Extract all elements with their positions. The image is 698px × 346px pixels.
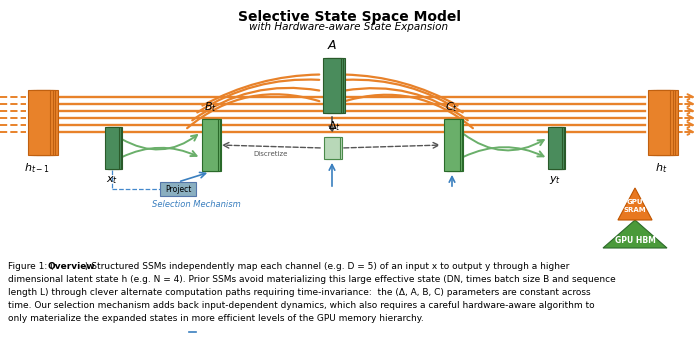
Text: with Hardware-aware State Expansion: with Hardware-aware State Expansion: [249, 22, 449, 32]
Bar: [202, 119, 218, 171]
Text: Project: Project: [165, 184, 191, 193]
Text: GPU HBM: GPU HBM: [614, 236, 655, 245]
Bar: [33, 90, 55, 155]
Text: Selective State Space Model: Selective State Space Model: [237, 10, 461, 24]
Bar: [323, 58, 341, 113]
Bar: [325, 137, 341, 159]
Bar: [551, 127, 565, 169]
Bar: [445, 119, 461, 171]
Text: $C_t$: $C_t$: [445, 100, 459, 114]
Bar: [36, 90, 57, 155]
Text: $h_{t-1}$: $h_{t-1}$: [24, 161, 50, 175]
Text: $x_t$: $x_t$: [106, 174, 118, 186]
Text: only materialize the expanded states in more efficient levels of the GPU memory : only materialize the expanded states in …: [8, 314, 424, 323]
Text: $y_t$: $y_t$: [549, 174, 561, 186]
Bar: [653, 90, 675, 155]
Text: Figure 1: (: Figure 1: (: [8, 262, 54, 271]
Bar: [325, 58, 343, 113]
Bar: [651, 90, 672, 155]
Polygon shape: [618, 188, 652, 220]
Text: time. Our selection mechanism adds back input-dependent dynamics, which also req: time. Our selection mechanism adds back …: [8, 301, 595, 310]
Bar: [160, 182, 196, 196]
Bar: [105, 127, 119, 169]
Bar: [548, 127, 562, 169]
Bar: [107, 127, 121, 169]
Text: $\Delta_t$: $\Delta_t$: [327, 119, 341, 133]
Bar: [324, 137, 340, 159]
Text: $h_t$: $h_t$: [655, 161, 667, 175]
Bar: [549, 127, 563, 169]
Text: Discretize: Discretize: [254, 151, 288, 157]
Text: Overview: Overview: [48, 262, 96, 271]
Text: .) Structured SSMs independently map each channel (e.g. D = 5) of an input x to : .) Structured SSMs independently map eac…: [82, 262, 570, 271]
Bar: [327, 58, 345, 113]
Text: $B_t$: $B_t$: [204, 100, 216, 114]
Bar: [28, 90, 50, 155]
Text: dimensional latent state h (e.g. N = 4). Prior SSMs avoid materializing this lar: dimensional latent state h (e.g. N = 4).…: [8, 275, 616, 284]
Bar: [444, 119, 460, 171]
Text: GPU
SRAM: GPU SRAM: [624, 200, 646, 212]
Text: $A$: $A$: [327, 39, 337, 52]
Text: Selection Mechanism: Selection Mechanism: [151, 200, 240, 209]
Text: length L) through clever alternate computation paths requiring time-invariance: : length L) through clever alternate compu…: [8, 288, 591, 297]
Bar: [205, 119, 221, 171]
Bar: [204, 119, 219, 171]
Bar: [655, 90, 678, 155]
Polygon shape: [603, 220, 667, 248]
Bar: [31, 90, 52, 155]
Bar: [108, 127, 122, 169]
Bar: [447, 119, 463, 171]
Bar: [648, 90, 670, 155]
